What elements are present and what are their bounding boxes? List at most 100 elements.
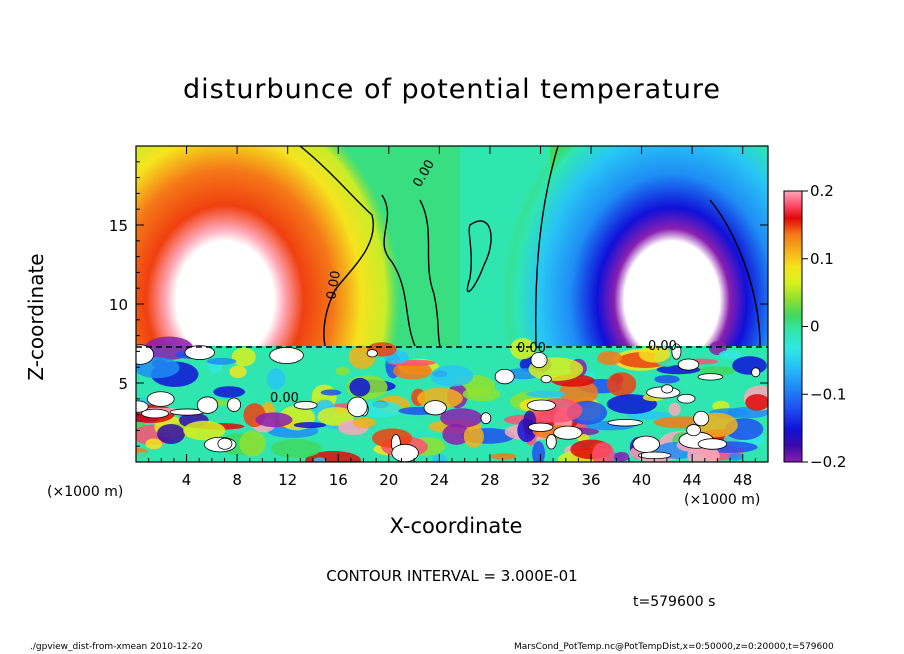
turbulence-contour bbox=[553, 425, 583, 440]
turbulence-contour bbox=[697, 438, 728, 450]
colorbar-ticks: −0.2 −0.1 0 0.1 0.2 bbox=[802, 182, 846, 471]
chart-title: disturbunce of potential temperature bbox=[183, 74, 721, 105]
y-axis-label: Z-coordinate bbox=[24, 253, 48, 381]
turbulence-contour bbox=[480, 412, 492, 425]
turbulence-blob bbox=[532, 441, 546, 462]
turbulence-contour bbox=[527, 422, 554, 432]
turbulence-contour bbox=[293, 401, 318, 410]
contour-lines bbox=[136, 146, 768, 348]
turbulence-blob bbox=[490, 453, 517, 460]
footer-right: MarsCond_PotTemp.nc@PotTempDist,x=0:5000… bbox=[514, 642, 834, 652]
turbulence-blob bbox=[335, 366, 350, 376]
x-tick-label: 20 bbox=[379, 471, 398, 489]
colorbar-tick-label: 0.1 bbox=[810, 250, 834, 268]
turbulence-blob bbox=[732, 356, 767, 375]
x-tick-label: 32 bbox=[531, 471, 550, 489]
turbulence-contour bbox=[661, 384, 674, 394]
turbulence-contour bbox=[136, 344, 155, 365]
turbulence-blob bbox=[654, 375, 680, 384]
colorbar-tick-label: −0.2 bbox=[810, 453, 846, 471]
x-tick-label: 4 bbox=[182, 471, 192, 489]
turbulence-blob bbox=[157, 423, 186, 444]
turbulence-blob bbox=[526, 390, 566, 398]
turbulence-blob bbox=[213, 386, 245, 398]
turbulence-blob bbox=[668, 402, 681, 416]
turbulence-blob bbox=[270, 438, 322, 459]
turbulence-blob bbox=[312, 457, 327, 462]
turbulence-contour bbox=[227, 397, 242, 412]
contour-label: 0.00 bbox=[648, 339, 677, 354]
x-axis-label: X-coordinate bbox=[389, 514, 523, 538]
turbulence-blob bbox=[462, 387, 501, 402]
turbulence-contour bbox=[607, 419, 643, 427]
turbulence-blob bbox=[255, 412, 293, 428]
turbulence-contour bbox=[141, 408, 169, 419]
turbulence-contour bbox=[751, 367, 761, 378]
turbulence-blob bbox=[352, 417, 376, 429]
turbulence-blob bbox=[293, 422, 327, 429]
x-tick-label: 12 bbox=[278, 471, 297, 489]
turbulence-contour bbox=[671, 343, 682, 360]
turbulence-blob bbox=[183, 420, 226, 441]
x-tick-label: 40 bbox=[632, 471, 651, 489]
x-tick-label: 44 bbox=[683, 471, 702, 489]
turbulence-blob bbox=[231, 347, 256, 367]
turbulence-blob bbox=[239, 430, 266, 457]
x-unit-left: (×1000 m) bbox=[47, 484, 124, 500]
x-unit-right: (×1000 m) bbox=[684, 492, 761, 508]
turbulence-blob bbox=[463, 425, 484, 448]
x-tick-label: 8 bbox=[232, 471, 242, 489]
turbulence-contour bbox=[697, 373, 724, 381]
turbulence-blob bbox=[597, 350, 622, 366]
colorbar bbox=[783, 190, 803, 463]
x-tick-label: 24 bbox=[430, 471, 449, 489]
turbulence-blob bbox=[614, 451, 630, 462]
turbulence-blob bbox=[667, 371, 710, 387]
y-tick-label: 5 bbox=[118, 375, 128, 393]
turbulence-blob bbox=[380, 417, 427, 432]
x-tick-label: 48 bbox=[733, 471, 752, 489]
turbulence-blob bbox=[592, 442, 615, 462]
turbulence-blob bbox=[718, 350, 742, 360]
turbulence-contour bbox=[494, 368, 515, 385]
turbulence-contour bbox=[637, 451, 672, 460]
footer-left: ./gpview_dist-from-xmean 2010-12-20 bbox=[30, 642, 203, 652]
turbulence-blob bbox=[440, 408, 483, 428]
turbulence-blob bbox=[510, 338, 536, 360]
heatmap-field bbox=[136, 146, 768, 462]
y-tick-label: 15 bbox=[109, 217, 128, 235]
turbulence-blob bbox=[442, 423, 471, 445]
turbulence-contour bbox=[196, 396, 219, 414]
turbulence-contour bbox=[136, 400, 149, 413]
turbulence-contour bbox=[347, 396, 368, 418]
turbulence-blob bbox=[606, 372, 637, 397]
turbulence-contour bbox=[545, 434, 557, 450]
turbulence-blob bbox=[320, 389, 342, 396]
colorbar-tick-label: −0.1 bbox=[810, 385, 846, 403]
colorbar-tick-label: 0.2 bbox=[810, 182, 834, 200]
turbulence-blob bbox=[357, 401, 403, 418]
turbulence-blob bbox=[430, 365, 474, 387]
turbulence-contour bbox=[217, 437, 233, 450]
contour-label: 0.00 bbox=[324, 270, 344, 301]
turbulence-blob bbox=[136, 451, 154, 462]
turbulence-blob bbox=[393, 361, 432, 380]
turbulence-blob bbox=[745, 394, 768, 411]
x-tick-label: 36 bbox=[581, 471, 600, 489]
x-axis: 4 8 12 16 20 24 28 32 36 40 44 48 bbox=[148, 146, 756, 489]
turbulence-contour bbox=[184, 345, 215, 360]
turbulence-contour bbox=[530, 351, 548, 369]
turbulent-layer bbox=[136, 336, 768, 462]
turbulence-contour bbox=[677, 358, 700, 371]
turbulence-blob bbox=[328, 374, 345, 388]
time-label: t=579600 s bbox=[633, 594, 716, 610]
x-tick-label: 16 bbox=[329, 471, 348, 489]
turbulence-blob bbox=[728, 453, 743, 461]
y-tick-label: 10 bbox=[109, 296, 128, 314]
turbulence-contour bbox=[686, 424, 701, 437]
turbulence-contour bbox=[677, 393, 696, 404]
turbulence-blob bbox=[266, 368, 286, 390]
turbulence-blob bbox=[349, 377, 371, 397]
y-axis: 5 10 15 bbox=[109, 161, 768, 447]
